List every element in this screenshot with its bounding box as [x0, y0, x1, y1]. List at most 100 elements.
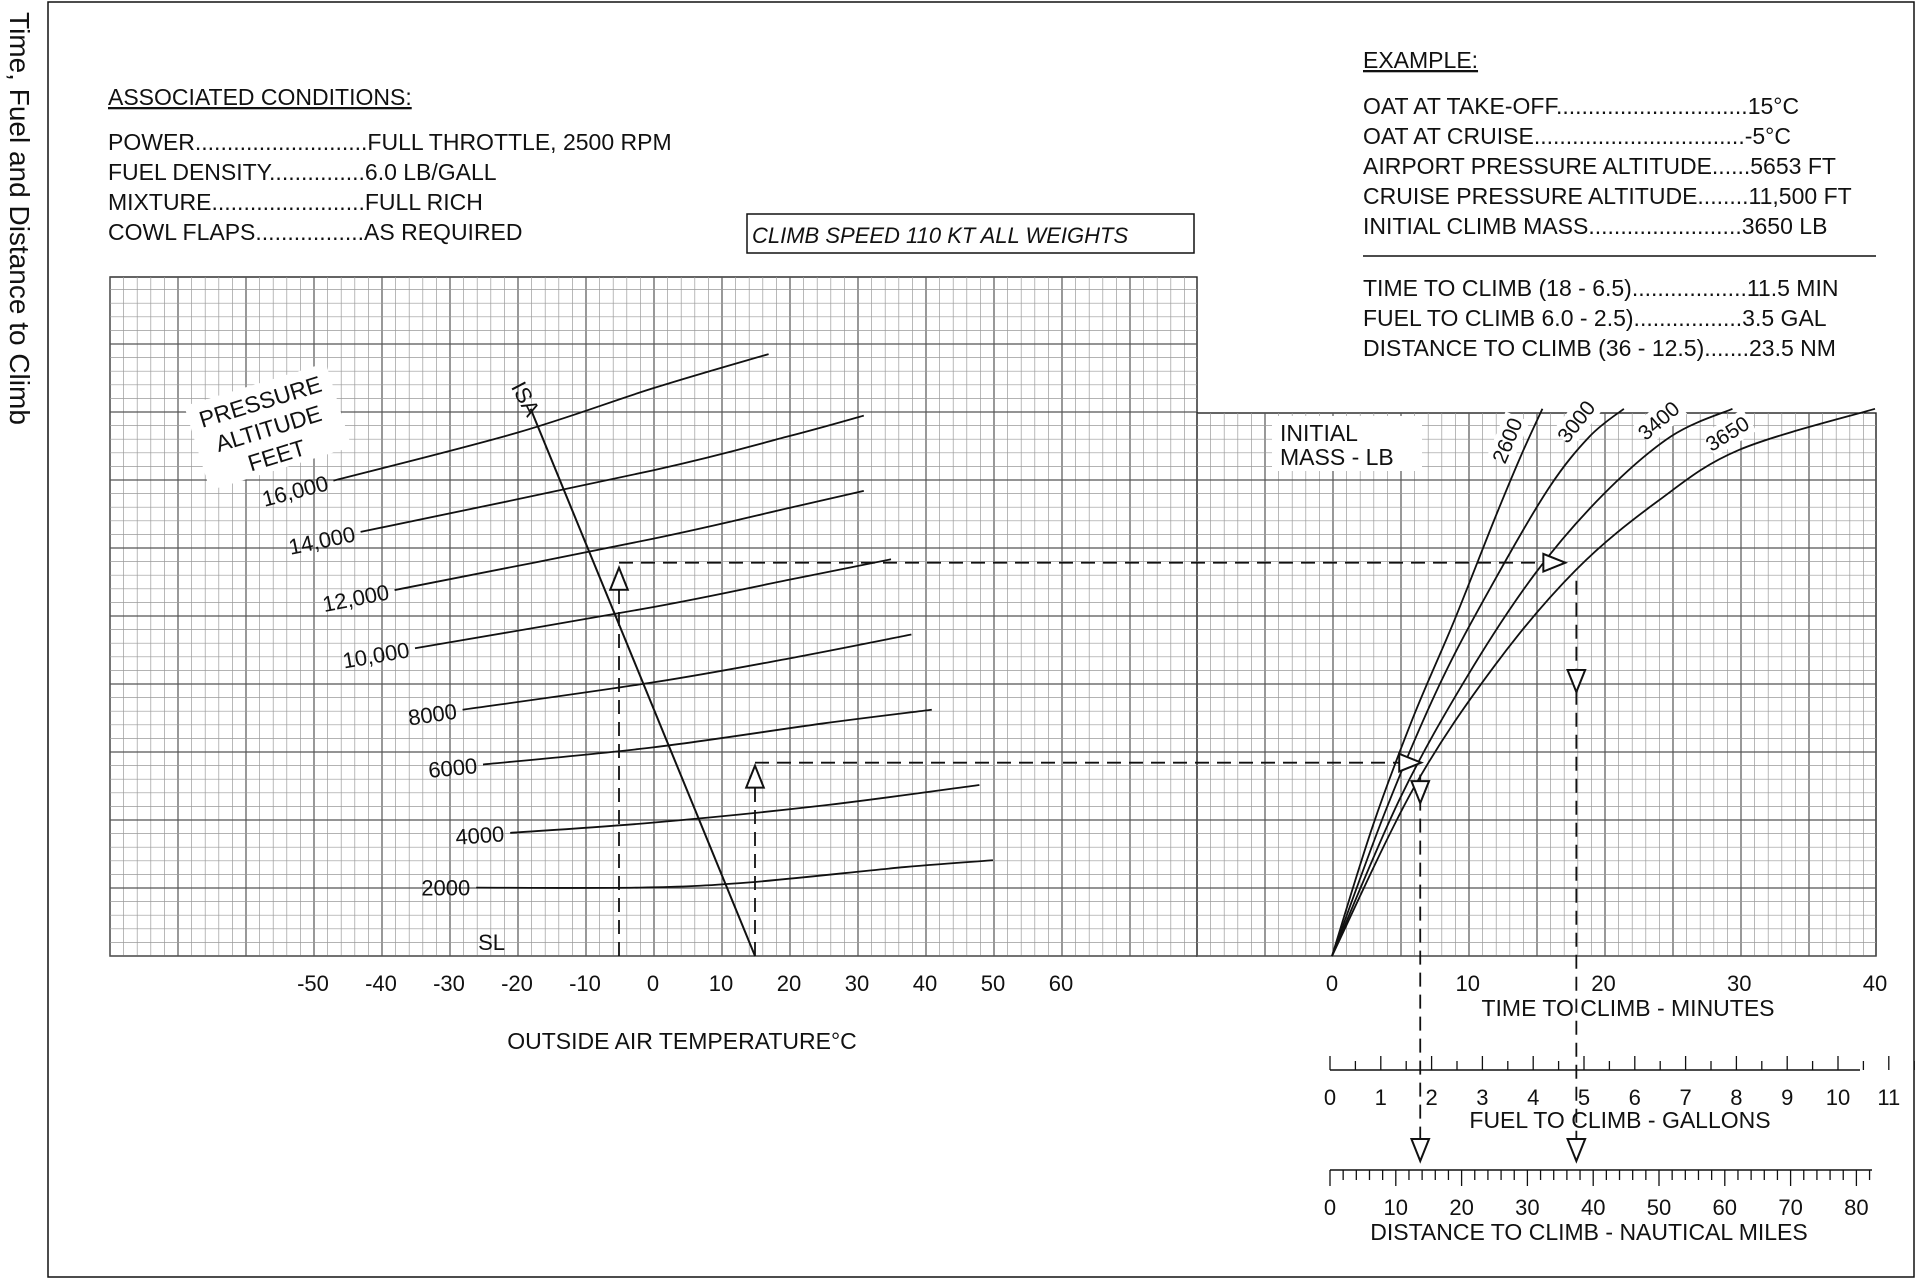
label-backdrop [1701, 409, 1757, 457]
scale-tick-label: 80 [1844, 1195, 1868, 1220]
right-title-line: MASS - LB [1280, 444, 1394, 470]
example-arrow [608, 565, 630, 591]
conditions-row: FUEL DENSITY...............6.0 LB/GALL [108, 159, 497, 185]
example-arrow [1409, 1138, 1431, 1164]
x-tick-label: 40 [1863, 971, 1887, 996]
x-tick-label: -40 [365, 971, 397, 996]
x-tick-label: 10 [709, 971, 733, 996]
example-arrow [744, 762, 766, 789]
side-title: Time, Fuel and Distance to Climb [4, 12, 35, 425]
scale-tick-label: 0 [1324, 1085, 1336, 1110]
distance-scale: 0 10 20 30 40 50 60 70 80 [1324, 1169, 1872, 1220]
example-result-row: TIME TO CLIMB (18 - 6.5)................… [1363, 275, 1838, 301]
scale-tick-label: 60 [1713, 1195, 1737, 1220]
x-tick-label: 20 [777, 971, 801, 996]
scale-tick-label: 70 [1778, 1195, 1802, 1220]
x-tick-label: 60 [1049, 971, 1073, 996]
mass-curve [1331, 407, 1876, 957]
x-tick-label: -10 [569, 971, 601, 996]
scale-tick-label: 4 [1527, 1085, 1539, 1110]
scale-tick-label: 7 [1679, 1085, 1691, 1110]
scale-tick-label: 10 [1384, 1195, 1408, 1220]
conditions-row: POWER...........................FULL THR… [108, 129, 672, 155]
altitude-label: 4000 [455, 821, 506, 849]
example-heading: EXAMPLE: [1363, 47, 1478, 73]
right-title-line: INITIAL [1280, 420, 1358, 446]
x-tick-label: 0 [647, 971, 659, 996]
right-x-ticks: 0 10 20 30 40 [1326, 971, 1887, 996]
altitude-label: 2000 [421, 876, 470, 901]
example-given-row: AIRPORT PRESSURE ALTITUDE......5653 FT [1363, 153, 1836, 179]
x-tick-label: 40 [913, 971, 937, 996]
label-backdrop [1552, 393, 1603, 448]
x-tick-label: 0 [1326, 971, 1338, 996]
x-tick-label: 20 [1591, 971, 1615, 996]
label-backdrop [1633, 394, 1688, 446]
conditions-row: MIXTURE........................FULL RICH [108, 189, 483, 215]
altitude-label: 14,000 [286, 521, 357, 559]
example-given-row: CRUISE PRESSURE ALTITUDE........11,500 F… [1363, 183, 1852, 209]
altitude-label: SL [478, 930, 505, 955]
scale-tick-label: 8 [1730, 1085, 1742, 1110]
altitude-line [482, 708, 932, 766]
climb-speed-text: CLIMB SPEED 110 KT ALL WEIGHTS [752, 223, 1128, 248]
left-x-axis-label: OUTSIDE AIR TEMPERATURE°C [507, 1028, 857, 1054]
conditions-heading: ASSOCIATED CONDITIONS: [108, 84, 412, 110]
isa-label: ISA [506, 377, 545, 420]
scale-tick-label: 10 [1826, 1085, 1850, 1110]
example-result-row: DISTANCE TO CLIMB (36 - 12.5).......23.5… [1363, 335, 1836, 361]
climb-speed-box: CLIMB SPEED 110 KT ALL WEIGHTS [746, 213, 1195, 254]
x-tick-label: 30 [845, 971, 869, 996]
mass-curves: 2600 3000 3400 3650 [1331, 393, 1876, 957]
example-arrow [1542, 552, 1569, 573]
scale-tick-label: 6 [1629, 1085, 1641, 1110]
altitude-label: 10,000 [341, 637, 412, 673]
mass-curve [1331, 408, 1544, 957]
altitude-line [360, 414, 865, 533]
isa-line [529, 408, 756, 957]
x-tick-label: -50 [297, 971, 329, 996]
climb-speed-frame [746, 213, 1195, 254]
associated-conditions: ASSOCIATED CONDITIONS: POWER............… [108, 84, 672, 245]
example-arrow [1409, 780, 1431, 806]
title-backdrop [1272, 416, 1422, 471]
example-arrow [1398, 752, 1424, 773]
chart-frame [47, 1, 1915, 1278]
altitude-label: 16,000 [259, 471, 330, 512]
scale-tick-label: 11 [1877, 1085, 1900, 1110]
x-tick-label: 30 [1727, 971, 1751, 996]
scale-tick-label: 5 [1578, 1085, 1590, 1110]
conditions-row: COWL FLAPS.................AS REQUIRED [108, 219, 523, 245]
scale-tick-label: 50 [1647, 1195, 1671, 1220]
altitude-line [414, 558, 892, 650]
altitude-line [333, 353, 769, 482]
label-backdrop [1487, 411, 1530, 466]
grid [109, 276, 1877, 957]
x-tick-label: -20 [501, 971, 533, 996]
example-result-row: FUEL TO CLIMB 6.0 - 2.5)................… [1363, 305, 1827, 331]
scale-tick-label: 2 [1425, 1085, 1437, 1110]
fuel-scale: 0 1 2 3 4 5 6 7 8 9 10 11 [1324, 1056, 1915, 1110]
left-x-ticks: -50 -40 -30 -20 -10 0 10 20 30 40 50 60 [297, 971, 1073, 996]
altitude-line [394, 490, 865, 591]
example-given-row: INITIAL CLIMB MASS......................… [1363, 213, 1827, 239]
example-arrow [1566, 669, 1587, 695]
example-given-row: OAT AT CRUISE...........................… [1363, 123, 1791, 149]
x-tick-label: 50 [981, 971, 1005, 996]
title-backdrop [184, 362, 352, 491]
altitude-line [510, 784, 980, 834]
mass-curve [1331, 408, 1625, 957]
scale-tick-label: 30 [1515, 1195, 1539, 1220]
altitude-line [462, 633, 912, 711]
scale-tick-label: 9 [1781, 1085, 1793, 1110]
example-path [608, 552, 1587, 1164]
mass-curve [1331, 407, 1733, 957]
example-block: EXAMPLE: OAT AT TAKE-OFF................… [1363, 47, 1876, 361]
altitude-label: 8000 [406, 699, 458, 731]
altitude-lines: SL 2000 4000 6000 8000 10,000 12,000 14,000 16,0… [259, 353, 994, 957]
x-tick-label: -30 [433, 971, 465, 996]
left-panel-title: PRESSURE ALTITUDE FEET [184, 362, 352, 491]
scale-tick-label: 20 [1449, 1195, 1473, 1220]
distance-scale-label: DISTANCE TO CLIMB - NAUTICAL MILES [1370, 1219, 1808, 1245]
